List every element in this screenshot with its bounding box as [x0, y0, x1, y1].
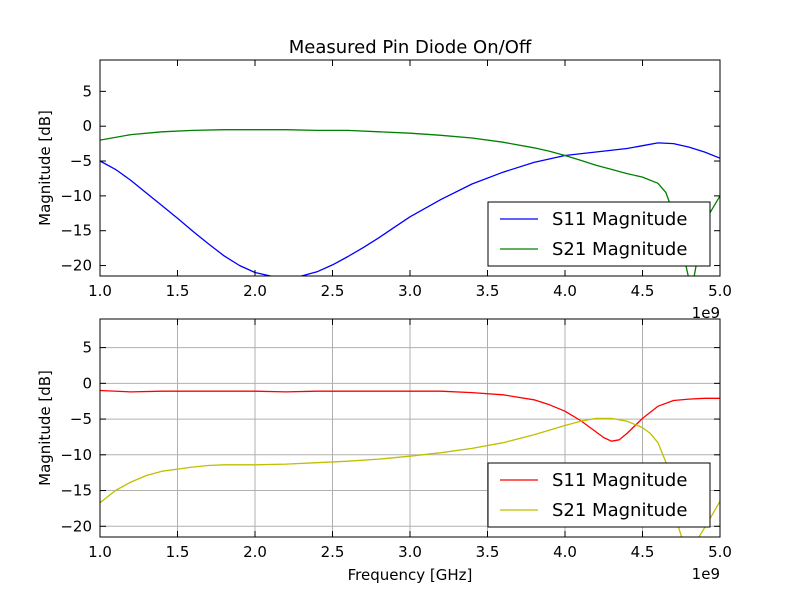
legend-label: S21 Magnitude — [552, 239, 687, 260]
legend-label: S21 Magnitude — [552, 500, 687, 521]
legend-box — [487, 462, 711, 528]
x-offset-label: 1e9 — [692, 304, 720, 322]
x-tick-label: 1.5 — [166, 543, 190, 561]
y-tick-label: 5 — [82, 82, 92, 100]
x-tick-label: 2.0 — [243, 543, 267, 561]
legend: S11 Magnitude S21 Magnitude — [487, 462, 711, 528]
y-tick-label: 0 — [82, 374, 92, 392]
chart-title: Measured Pin Diode On/Off — [289, 37, 532, 58]
x-tick-label: 3.0 — [398, 543, 422, 561]
x-tick-label: 2.5 — [321, 282, 345, 300]
x-tick-label: 4.0 — [553, 543, 577, 561]
x-tick-label: 1.5 — [166, 282, 190, 300]
x-tick-label: 1.0 — [88, 543, 112, 561]
y-tick-label: 0 — [82, 117, 92, 135]
series-line-1 — [100, 389, 720, 442]
y-tick-label: 5 — [82, 339, 92, 357]
y-tick-label: −15 — [60, 222, 92, 240]
y-axis-label: Magnitude [dB] — [36, 110, 54, 226]
x-tick-label: 2.5 — [321, 543, 345, 561]
y-tick-label: −20 — [60, 257, 92, 275]
legend-box — [487, 201, 711, 267]
x-tick-label: 3.5 — [476, 543, 500, 561]
y-tick-label: −5 — [70, 410, 92, 428]
y-tick-label: −5 — [70, 152, 92, 170]
x-tick-label: 4.5 — [631, 282, 655, 300]
chart-panel-2: 1.0 1.5 2.0 2.5 3.0 3.5 4.0 4.5 5.0 5 0 −5 −10 −15 −20… — [36, 318, 732, 584]
x-tick-label: 4.5 — [631, 543, 655, 561]
x-tick-label: 5.0 — [708, 282, 732, 300]
y-axis-label: Magnitude [dB] — [36, 370, 54, 486]
x-axis-label: Frequency [GHz] — [348, 566, 473, 584]
x-tick-label: 5.0 — [708, 543, 732, 561]
y-tick-label: −15 — [60, 482, 92, 500]
y-tick-label: −20 — [60, 517, 92, 535]
x-tick-label: 3.0 — [398, 282, 422, 300]
y-tick-label: −10 — [60, 187, 92, 205]
x-tick-label: 3.5 — [476, 282, 500, 300]
y-tick-label: −10 — [60, 446, 92, 464]
x-offset-label: 1e9 — [692, 565, 720, 583]
chart-panel-1: 1.0 1.5 2.0 2.5 3.0 3.5 4.0 4.5 5.0 5 0 −5 −10 −15 −20… — [36, 37, 732, 322]
series-line-1 — [100, 142, 720, 276]
legend: S11 Magnitude S21 Magnitude — [487, 201, 711, 267]
x-tick-label: 1.0 — [88, 282, 112, 300]
x-tick-label: 4.0 — [553, 282, 577, 300]
x-tick-label: 2.0 — [243, 282, 267, 300]
legend-label: S11 Magnitude — [552, 470, 687, 491]
legend-label: S11 Magnitude — [552, 209, 687, 230]
